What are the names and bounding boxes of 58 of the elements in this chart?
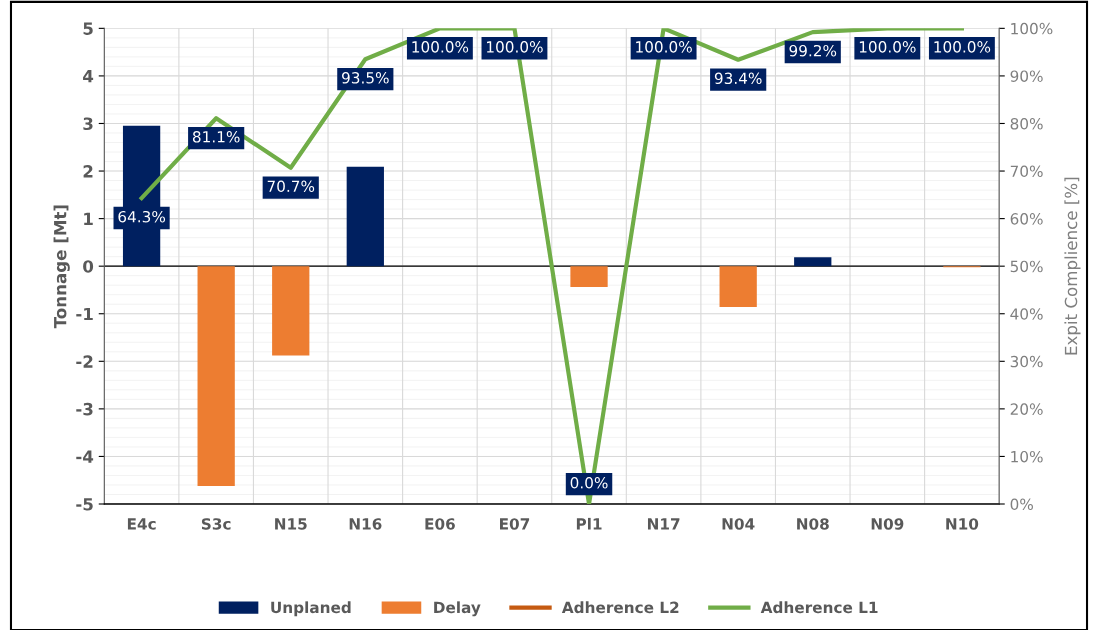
legend-label: Unplaned xyxy=(271,601,351,617)
x-tick-label: Pl1 xyxy=(576,517,602,530)
y2-tick-label: 50% xyxy=(1010,260,1043,273)
y-tick-label: 0 xyxy=(83,260,94,273)
x-tick-label: E07 xyxy=(500,518,530,530)
x-tick-label: N10 xyxy=(946,518,979,530)
data-label: 100.0% xyxy=(636,41,692,53)
y-tick-label: -5 xyxy=(76,498,93,511)
y2-tick-label: 80% xyxy=(1010,117,1043,130)
y-axis-title: Tonnage [Mt] xyxy=(53,205,70,329)
x-tick-label: S3c xyxy=(201,518,231,530)
x-tick-label: E06 xyxy=(425,518,455,530)
y2-tick-label: 60% xyxy=(1010,213,1043,225)
y2-tick-label: 0% xyxy=(1010,498,1033,511)
data-label: 100.0% xyxy=(934,41,991,53)
y2-tick-label: 10% xyxy=(1011,450,1043,463)
y-tick-label: 5 xyxy=(83,22,93,35)
y2-tick-label: 90% xyxy=(1010,70,1043,82)
y-tick-label: -1 xyxy=(76,307,93,321)
y2-tick-label: 30% xyxy=(1010,355,1043,368)
y2-tick-label: 40% xyxy=(1010,308,1043,320)
bar xyxy=(346,166,384,267)
bar xyxy=(570,266,608,288)
y2-tick-label: 70% xyxy=(1010,165,1043,178)
y2-tick-label: 100% xyxy=(1011,22,1053,35)
legend-label: Adherence L1 xyxy=(760,601,878,614)
y-tick-label: -2 xyxy=(76,355,93,368)
legend-label: Delay xyxy=(434,601,481,617)
y2-tick-label: 20% xyxy=(1010,403,1043,415)
data-label: 93.5% xyxy=(342,72,389,84)
bar xyxy=(719,266,757,308)
y-tick-label: -3 xyxy=(76,402,93,416)
data-label: 81.1% xyxy=(192,131,240,143)
bar xyxy=(794,257,832,267)
y-tick-label: 2 xyxy=(83,165,93,178)
data-label: 64.3% xyxy=(118,210,166,223)
x-tick-label: N09 xyxy=(871,518,904,530)
data-label: 100.0% xyxy=(859,41,916,53)
legend-label: Adherence L2 xyxy=(561,601,679,614)
x-tick-label: E4c xyxy=(127,518,156,530)
data-label: 100.0% xyxy=(412,41,469,53)
x-tick-label: N04 xyxy=(722,518,755,530)
bar xyxy=(197,266,235,486)
bar xyxy=(272,266,310,356)
x-tick-label: N15 xyxy=(275,518,307,530)
x-tick-label: N08 xyxy=(797,518,829,530)
data-label: 93.4% xyxy=(714,72,762,85)
y-tick-label: -4 xyxy=(76,450,94,463)
y-tick-label: 3 xyxy=(83,117,93,131)
data-label: 0.0% xyxy=(570,476,608,489)
y-tick-label: 4 xyxy=(83,70,94,83)
y-tick-label: 1 xyxy=(84,212,93,225)
x-tick-label: N17 xyxy=(647,518,680,530)
x-tick-label: N16 xyxy=(349,518,382,530)
data-label: 100.0% xyxy=(487,41,543,53)
data-label: 70.7% xyxy=(267,180,315,193)
y2-axis-title: Expit Complience [%] xyxy=(1064,177,1081,355)
data-label: 99.2% xyxy=(789,44,837,57)
